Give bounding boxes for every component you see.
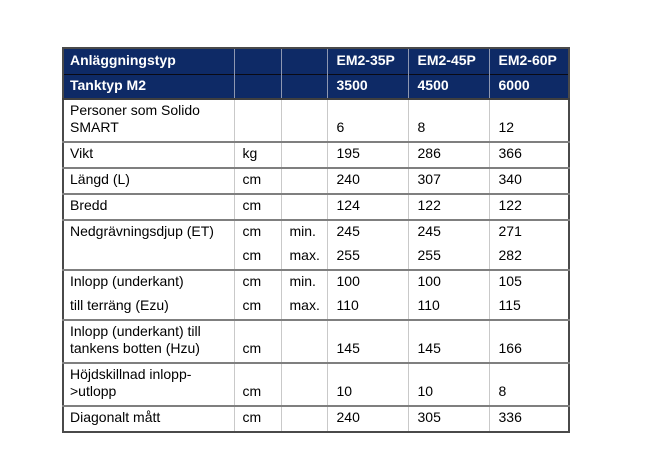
value-cell: 145: [407, 319, 489, 363]
value-cell: 240: [326, 167, 408, 194]
row-label: Personer som Solido SMART: [63, 98, 234, 142]
value-cell: 115: [488, 295, 569, 320]
unit-cell: cm: [233, 269, 281, 295]
unit-cell: cm: [233, 295, 281, 320]
header-anlaggningstyp: Anläggningstyp: [63, 48, 234, 74]
table-row-nedgravningsdjup-min: Nedgrävningsdjup (ET) cm min. 245 245 27…: [63, 219, 569, 245]
value-cell: 105: [488, 269, 569, 295]
value-cell: 100: [326, 269, 408, 295]
row-label: Höjdskillnad inlopp- >utlopp: [63, 362, 234, 406]
table-row-langd: Längd (L) cm 240 307 340: [63, 167, 569, 194]
value-cell: 145: [326, 319, 408, 363]
table-row-inlopp-tankens-botten: Inlopp (underkant) till tankens botten (…: [63, 319, 569, 363]
header-empty-unit: [233, 48, 281, 74]
unit-cell: kg: [233, 141, 281, 168]
unit-cell: cm: [233, 405, 281, 432]
value-cell: 286: [407, 141, 489, 168]
header-empty-mode: [280, 73, 327, 99]
mode-cell: max.: [280, 245, 327, 270]
header-row-tanktyp: Tanktyp M2 3500 4500 6000: [63, 73, 569, 99]
value-cell: 255: [326, 245, 408, 270]
value-cell: 245: [326, 219, 408, 245]
unit-cell: cm: [233, 167, 281, 194]
value-cell: 10: [326, 362, 408, 406]
row-label: Inlopp (underkant): [63, 269, 234, 295]
table-row-bredd: Bredd cm 124 122 122: [63, 193, 569, 220]
value-cell: 245: [407, 219, 489, 245]
row-label: Nedgrävningsdjup (ET): [63, 219, 234, 245]
header-model-em2-35p: EM2-35P: [326, 48, 408, 74]
unit-cell: cm: [233, 245, 281, 270]
value-cell: 8: [407, 98, 489, 142]
row-label: Längd (L): [63, 167, 234, 194]
value-cell: 124: [326, 193, 408, 220]
mode-cell: min.: [280, 269, 327, 295]
value-cell: 305: [407, 405, 489, 432]
mode-cell: [280, 167, 327, 194]
value-cell: 336: [488, 405, 569, 432]
unit-cell: cm: [233, 362, 281, 406]
row-label: Inlopp (underkant) till tankens botten (…: [63, 319, 234, 363]
value-cell: 12: [488, 98, 569, 142]
row-label: Diagonalt mått: [63, 405, 234, 432]
spec-table: Anläggningstyp EM2-35P EM2-45P EM2-60P T…: [62, 47, 570, 433]
table-row-diagonalt-matt: Diagonalt mått cm 240 305 336: [63, 405, 569, 432]
header-volume-3500: 3500: [326, 73, 408, 99]
mode-cell: [280, 98, 327, 142]
value-cell: 366: [488, 141, 569, 168]
value-cell: 8: [488, 362, 569, 406]
value-cell: 6: [326, 98, 408, 142]
header-empty-mode: [280, 48, 327, 74]
header-empty-unit: [233, 73, 281, 99]
table-row-inlopp-min: Inlopp (underkant) cm min. 100 100 105: [63, 269, 569, 295]
value-cell: 122: [407, 193, 489, 220]
header-volume-4500: 4500: [407, 73, 489, 99]
mode-cell: [280, 319, 327, 363]
row-label: Vikt: [63, 141, 234, 168]
header-volume-6000: 6000: [488, 73, 569, 99]
value-cell: 282: [488, 245, 569, 270]
value-cell: 271: [488, 219, 569, 245]
unit-cell: cm: [233, 219, 281, 245]
unit-cell: [233, 98, 281, 142]
value-cell: 166: [488, 319, 569, 363]
value-cell: 10: [407, 362, 489, 406]
mode-cell: max.: [280, 295, 327, 320]
value-cell: 100: [407, 269, 489, 295]
table-row-nedgravningsdjup-max: cm max. 255 255 282: [63, 245, 569, 270]
row-label: [63, 245, 234, 270]
value-cell: 240: [326, 405, 408, 432]
mode-cell: min.: [280, 219, 327, 245]
mode-cell: [280, 362, 327, 406]
value-cell: 110: [326, 295, 408, 320]
table-row-till-terrang-max: till terräng (Ezu) cm max. 110 110 115: [63, 295, 569, 320]
unit-cell: cm: [233, 193, 281, 220]
mode-cell: [280, 141, 327, 168]
row-label: till terräng (Ezu): [70, 297, 169, 313]
value-cell: 340: [488, 167, 569, 194]
header-tanktyp-m2: Tanktyp M2: [63, 73, 234, 99]
mode-cell: [280, 405, 327, 432]
table-row-hojdskillnad: Höjdskillnad inlopp- >utlopp cm 10 10 8: [63, 362, 569, 406]
row-label: Bredd: [63, 193, 234, 220]
unit-cell: cm: [233, 319, 281, 363]
table-row-vikt: Vikt kg 195 286 366: [63, 141, 569, 168]
value-cell: 307: [407, 167, 489, 194]
value-cell: 195: [326, 141, 408, 168]
value-cell: 122: [488, 193, 569, 220]
value-cell: 255: [407, 245, 489, 270]
mode-cell: [280, 193, 327, 220]
header-row-anlaggningstyp: Anläggningstyp EM2-35P EM2-45P EM2-60P: [63, 48, 569, 74]
header-model-em2-60p: EM2-60P: [488, 48, 569, 74]
table-row-personer: Personer som Solido SMART 6 8 12: [63, 98, 569, 142]
value-cell: 110: [407, 295, 489, 320]
header-model-em2-45p: EM2-45P: [407, 48, 489, 74]
